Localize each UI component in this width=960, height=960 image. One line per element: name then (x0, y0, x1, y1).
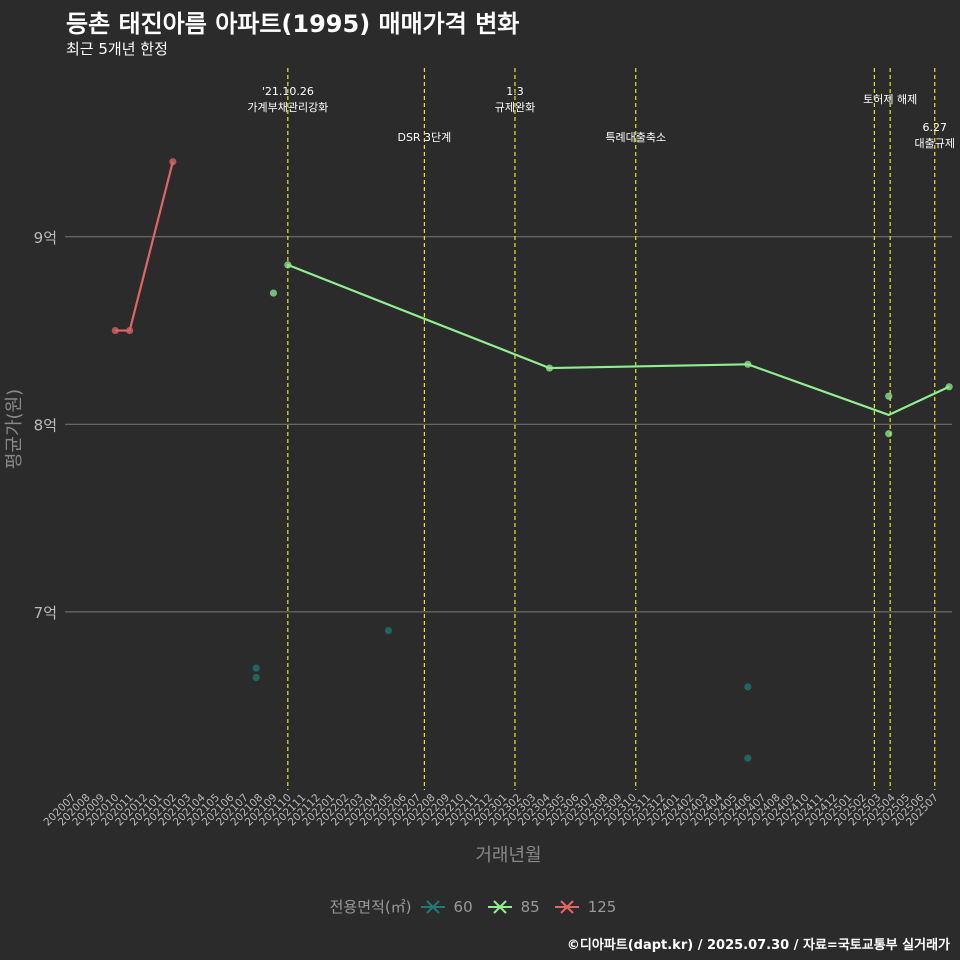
legend-label-125: 125 (587, 897, 617, 916)
data-point-85 (885, 392, 893, 400)
legend-item-60: 60 (420, 898, 473, 916)
price-chart: 7억8억9억2020072020082020092020102020112020… (4, 68, 955, 866)
data-point-85 (744, 360, 752, 368)
legend-item-85: 85 (487, 898, 540, 916)
y-tick-label: 7억 (34, 604, 57, 622)
data-point-85 (269, 289, 278, 297)
series-line-85 (287, 263, 950, 417)
event-label: '21.10.26 가계부채관리강화 (247, 85, 328, 114)
source-caption: ©디아파트(dapt.kr) / 2025.07.30 / 자료=국토교통부 실… (566, 938, 950, 953)
legend: 전용면적(㎡) 60 85 125 (0, 896, 960, 917)
event-label: 토허제 해제 (863, 92, 917, 106)
legend-key-85 (487, 899, 512, 914)
data-point-125 (169, 158, 177, 166)
data-point-60 (252, 673, 260, 682)
legend-label-85: 85 (520, 897, 540, 916)
data-point-85 (284, 261, 292, 269)
chart-subtitle: 최근 5개년 한정 (66, 40, 168, 58)
data-point-85 (945, 383, 953, 391)
data-point-60 (384, 626, 393, 635)
data-point-60 (744, 754, 752, 762)
legend-key-125 (554, 899, 579, 914)
series-line-125 (115, 161, 174, 332)
data-point-85 (545, 364, 554, 372)
legend-key-60 (420, 899, 445, 914)
event-label: 특례대출축소 (605, 131, 666, 144)
chart-title: 등촌 태진아름 아파트(1995) 매매가격 변화 (66, 10, 520, 38)
data-point-125 (126, 326, 134, 335)
y-tick-label: 8억 (34, 416, 57, 434)
y-axis-title: 평균가(원) (4, 389, 25, 469)
data-point-125 (111, 326, 119, 335)
legend-title: 전용면적(㎡) (329, 898, 412, 916)
event-label: 6.27 대출규제 (915, 121, 955, 150)
data-point-85 (885, 430, 893, 438)
data-point-60 (744, 683, 752, 691)
legend-label-60: 60 (453, 897, 473, 916)
x-axis-title: 거래년월 (475, 845, 541, 866)
legend-item-125: 125 (554, 897, 617, 916)
y-tick-label: 9억 (34, 229, 57, 247)
data-point-60 (252, 664, 260, 672)
event-label: DSR 3단계 (397, 131, 451, 144)
event-label: 1.3 규제완화 (495, 85, 535, 114)
